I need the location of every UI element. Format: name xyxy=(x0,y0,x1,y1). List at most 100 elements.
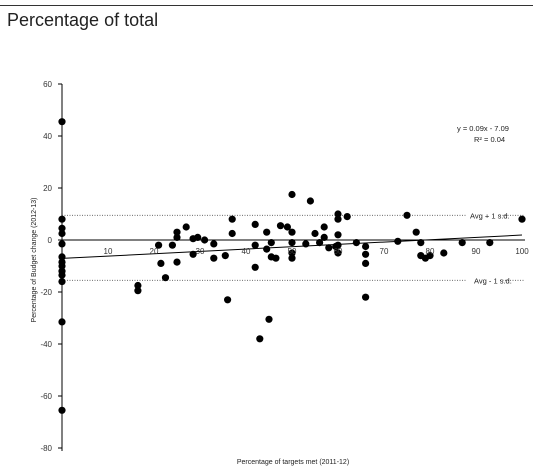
x-tick-label: 100 xyxy=(515,247,529,256)
data-point xyxy=(320,233,328,241)
data-point xyxy=(302,240,310,248)
data-point xyxy=(155,241,163,249)
data-point xyxy=(311,229,319,238)
data-point xyxy=(58,118,66,126)
data-point xyxy=(251,241,259,249)
data-point xyxy=(194,233,202,241)
x-tick-label: 60 xyxy=(334,247,343,256)
r-squared-label: R² = 0.04 xyxy=(474,135,505,144)
x-tick-label: 90 xyxy=(472,247,481,256)
x-tick-label: 40 xyxy=(242,247,251,256)
y-tick-label: 40 xyxy=(43,132,52,141)
data-point xyxy=(403,211,411,219)
data-point xyxy=(263,245,271,253)
data-point xyxy=(221,252,229,260)
y-tick-label: -60 xyxy=(40,392,52,401)
data-point xyxy=(362,293,370,301)
equation-label: y = 0.09x - 7.09 xyxy=(457,124,509,133)
data-point xyxy=(134,281,142,290)
data-point xyxy=(288,190,296,199)
data-point xyxy=(173,228,181,236)
data-point xyxy=(168,241,176,249)
y-tick-label: 20 xyxy=(43,184,52,193)
data-point xyxy=(201,236,209,244)
trendline xyxy=(61,234,523,259)
data-point xyxy=(263,228,271,236)
data-point xyxy=(58,278,66,286)
data-point xyxy=(316,239,324,247)
data-point xyxy=(256,335,264,343)
ref-label-upper: Avg + 1 s.d. xyxy=(470,211,510,220)
title-rule xyxy=(0,5,533,6)
data-point xyxy=(440,249,448,257)
x-tick-label: 50 xyxy=(288,247,297,256)
data-point xyxy=(157,259,165,267)
data-point xyxy=(58,240,66,248)
data-point xyxy=(288,239,296,247)
data-point xyxy=(334,210,342,218)
data-point xyxy=(182,223,190,231)
y-tick-label: 0 xyxy=(48,236,53,245)
data-point xyxy=(334,215,342,223)
x-tick-label: 70 xyxy=(380,247,389,256)
data-point xyxy=(265,315,273,323)
data-point xyxy=(161,274,170,282)
data-point xyxy=(362,242,370,251)
data-point xyxy=(58,229,66,238)
y-tick-label: 60 xyxy=(43,80,52,89)
data-point xyxy=(417,239,425,247)
data-point xyxy=(362,250,370,258)
data-point xyxy=(334,249,342,257)
data-point xyxy=(228,229,236,238)
data-point xyxy=(58,271,66,279)
data-point xyxy=(426,252,434,260)
data-point xyxy=(58,224,66,232)
x-tick-label: 30 xyxy=(196,247,205,256)
y-axis-title: Percentage of Budget change (2012-13) xyxy=(31,198,38,323)
data-point xyxy=(343,213,351,221)
page-title: Percentage of total xyxy=(7,10,159,30)
data-point xyxy=(518,215,526,223)
data-point xyxy=(58,262,66,270)
y-tick-label: -40 xyxy=(40,340,52,349)
data-point xyxy=(251,263,259,271)
data-point xyxy=(251,220,259,228)
data-point xyxy=(173,258,181,266)
data-point xyxy=(58,215,66,223)
data-point xyxy=(210,254,218,262)
data-point xyxy=(486,239,494,247)
data-point xyxy=(276,222,285,230)
data-point xyxy=(189,250,197,258)
ref-label-lower: Avg - 1 s.d. xyxy=(474,276,512,285)
data-point xyxy=(288,254,296,262)
data-point xyxy=(288,249,296,257)
data-point xyxy=(58,253,66,261)
x-tick-label: 10 xyxy=(104,247,113,256)
data-point xyxy=(283,223,291,231)
y-tick-label: -20 xyxy=(40,288,52,297)
data-point xyxy=(352,239,360,247)
data-point xyxy=(58,318,66,326)
x-tick-label: 20 xyxy=(150,247,159,256)
x-axis-title: Percentage of targets met (2011-12) xyxy=(237,459,349,466)
data-point xyxy=(412,228,420,236)
y-tick-label: -80 xyxy=(40,444,52,453)
data-point xyxy=(288,228,296,236)
data-point xyxy=(228,215,236,223)
data-point xyxy=(334,231,342,239)
data-point xyxy=(334,241,342,249)
data-point xyxy=(272,254,280,262)
data-point xyxy=(320,223,328,231)
data-point xyxy=(325,244,333,252)
data-point xyxy=(173,233,181,241)
data-point xyxy=(458,239,466,247)
data-point xyxy=(394,237,402,245)
data-point xyxy=(58,406,66,414)
data-point xyxy=(306,197,314,205)
data-point xyxy=(134,287,142,295)
data-point xyxy=(362,259,370,267)
x-tick-label: 80 xyxy=(426,247,435,256)
data-point xyxy=(210,240,218,248)
data-point xyxy=(267,239,275,247)
